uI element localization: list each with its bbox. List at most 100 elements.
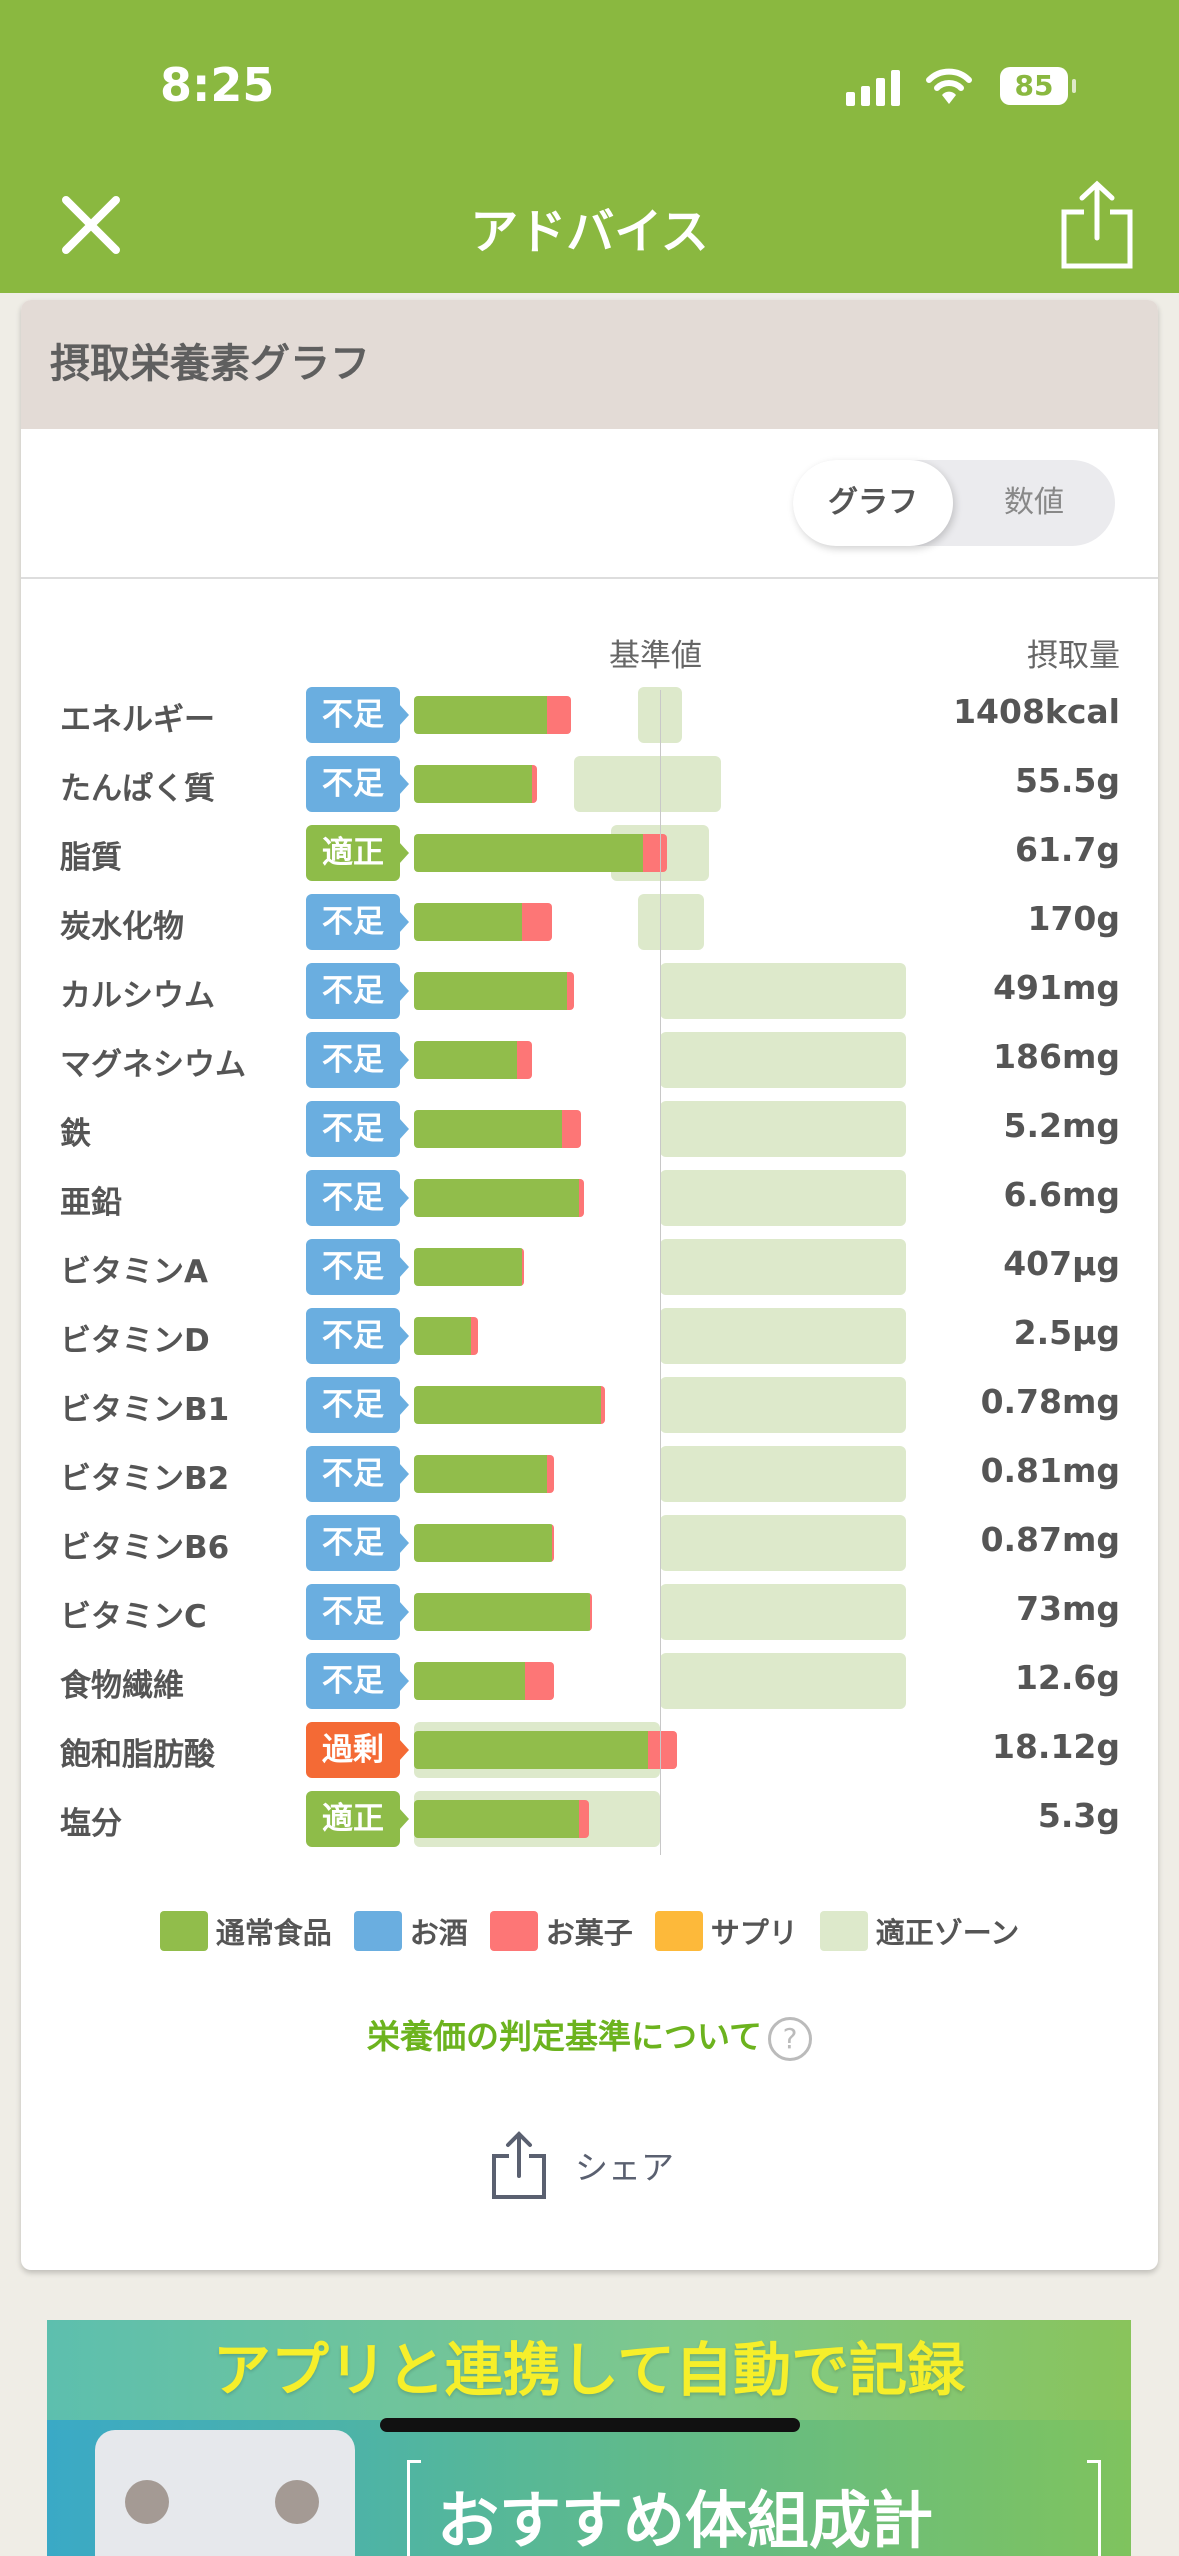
optimal-zone	[637, 687, 683, 743]
normal-food-segment	[414, 1248, 523, 1286]
status-badge: 適正	[306, 825, 409, 881]
nutrient-name: ビタミンD	[60, 1323, 210, 1359]
nutrient-row: ビタミンD 不足 2.5μg	[21, 1301, 1158, 1370]
snack-segment	[589, 1593, 592, 1631]
nutrient-row: 飽和脂肪酸 過剰 18.12g	[21, 1715, 1158, 1784]
nutrient-row: 鉄 不足 5.2mg	[21, 1094, 1158, 1163]
nutrient-name: ビタミンB6	[60, 1530, 230, 1566]
body-scale-image	[95, 2430, 355, 2556]
snack-segment	[561, 1110, 582, 1148]
intake-bar	[414, 903, 552, 941]
status-badge: 適正	[306, 1791, 409, 1847]
legend-item: 通常食品	[159, 1910, 332, 1952]
intake-value: 73mg	[1016, 1589, 1120, 1628]
legend-swatch	[353, 1911, 402, 1951]
intake-value: 2.5μg	[1013, 1313, 1120, 1352]
intake-value: 0.87mg	[980, 1520, 1120, 1559]
intake-bar	[414, 765, 537, 803]
battery-indicator: 85	[1000, 67, 1076, 105]
criteria-link[interactable]: 栄養価の判定基準について?	[21, 2010, 1158, 2061]
status-badge: 過剰	[306, 1722, 409, 1778]
normal-food-segment	[414, 1455, 547, 1493]
toggle-graph[interactable]: グラフ	[793, 460, 953, 546]
normal-food-segment	[414, 972, 567, 1010]
legend-item: サプリ	[654, 1910, 798, 1952]
nutrient-name: ビタミンB1	[60, 1392, 230, 1428]
optimal-zone	[660, 1239, 906, 1295]
nutrient-row: ビタミンB2 不足 0.81mg	[21, 1439, 1158, 1508]
normal-food-segment	[414, 1041, 518, 1079]
optimal-zone	[660, 1584, 906, 1640]
normal-food-segment	[414, 1317, 471, 1355]
status-badge: 不足	[306, 1032, 409, 1088]
snack-segment	[546, 696, 572, 734]
wifi-icon	[926, 68, 972, 104]
optimal-zone	[660, 1515, 906, 1571]
snack-segment	[551, 1524, 555, 1562]
optimal-zone	[660, 1101, 906, 1157]
status-time: 8:25	[160, 58, 275, 112]
nutrient-row: 脂質 適正 61.7g	[21, 818, 1158, 887]
toggle-numbers[interactable]: 数値	[1004, 485, 1064, 520]
bracket-right	[1087, 2460, 1101, 2556]
normal-food-segment	[414, 1662, 525, 1700]
snack-segment	[578, 1800, 589, 1838]
intake-value: 6.6mg	[1003, 1175, 1120, 1214]
normal-food-segment	[414, 765, 533, 803]
nutrient-name: ビタミンA	[60, 1254, 208, 1290]
nutrient-name: カルシウム	[60, 978, 215, 1014]
nutrient-name: 食物繊維	[60, 1668, 184, 1704]
scale-ad-banner[interactable]: アプリと連携して自動で記録 おすすめ体組成計	[47, 2320, 1131, 2556]
status-badge: 不足	[306, 1515, 409, 1571]
intake-value: 186mg	[993, 1037, 1120, 1076]
intake-value: 170g	[1027, 899, 1120, 938]
share-icon[interactable]	[1060, 180, 1134, 270]
nutrient-name: 飽和脂肪酸	[60, 1737, 215, 1773]
nutrient-name: エネルギー	[60, 702, 215, 738]
close-icon[interactable]	[58, 192, 124, 258]
status-badge: 不足	[306, 1653, 409, 1709]
nutrient-row: 食物繊維 不足 12.6g	[21, 1646, 1158, 1715]
status-badge: 不足	[306, 1170, 409, 1226]
legend-label: お酒	[409, 1916, 468, 1950]
intake-value: 491mg	[993, 968, 1120, 1007]
nutrient-name: 炭水化物	[60, 909, 184, 945]
intake-value: 61.7g	[1014, 830, 1120, 869]
share-button[interactable]: シェア	[491, 2130, 674, 2200]
intake-value: 55.5g	[1014, 761, 1120, 800]
nutrient-row: ビタミンB1 不足 0.78mg	[21, 1370, 1158, 1439]
intake-value: 0.78mg	[980, 1382, 1120, 1421]
nutrient-name: 鉄	[60, 1116, 91, 1152]
optimal-zone	[660, 1308, 906, 1364]
help-icon[interactable]: ?	[768, 2016, 812, 2061]
optimal-zone	[660, 1032, 906, 1088]
status-badge: 不足	[306, 756, 409, 812]
divider	[21, 577, 1158, 579]
legend-label: サプリ	[710, 1916, 798, 1950]
snack-segment	[546, 1455, 555, 1493]
nutrient-row: ビタミンA 不足 407μg	[21, 1232, 1158, 1301]
legend-label: お菓子	[545, 1916, 633, 1950]
criteria-link-text[interactable]: 栄養価の判定基準について	[366, 2017, 762, 2056]
nutrient-row: エネルギー 不足 1408kcal	[21, 680, 1158, 749]
normal-food-segment	[414, 1800, 579, 1838]
nutrient-row: 塩分 適正 5.3g	[21, 1784, 1158, 1853]
share-label: シェア	[575, 2148, 674, 2187]
normal-food-segment	[414, 1731, 648, 1769]
intake-bar	[414, 1386, 605, 1424]
intake-bar	[414, 1041, 533, 1079]
nutrient-row: ビタミンC 不足 73mg	[21, 1577, 1158, 1646]
snack-segment	[566, 972, 574, 1010]
nutrient-graph-card: 摂取栄養素グラフ 数値 グラフ 基準値 摂取量 エネルギー 不足 1408kcal た…	[21, 300, 1158, 2270]
intake-bar	[414, 1800, 589, 1838]
view-toggle[interactable]: 数値 グラフ	[793, 460, 1115, 546]
optimal-zone	[660, 1377, 906, 1433]
nutrient-row: たんぱく質 不足 55.5g	[21, 749, 1158, 818]
nutrient-name: 塩分	[60, 1806, 122, 1842]
snack-segment	[524, 1662, 555, 1700]
legend: 通常食品 お酒 お菓子 サプリ 適正ゾーン	[21, 1910, 1158, 1952]
snack-segment	[642, 834, 668, 872]
nutrient-name: 亜鉛	[60, 1185, 122, 1221]
intake-bar	[414, 1455, 555, 1493]
status-badge: 不足	[306, 1584, 409, 1640]
